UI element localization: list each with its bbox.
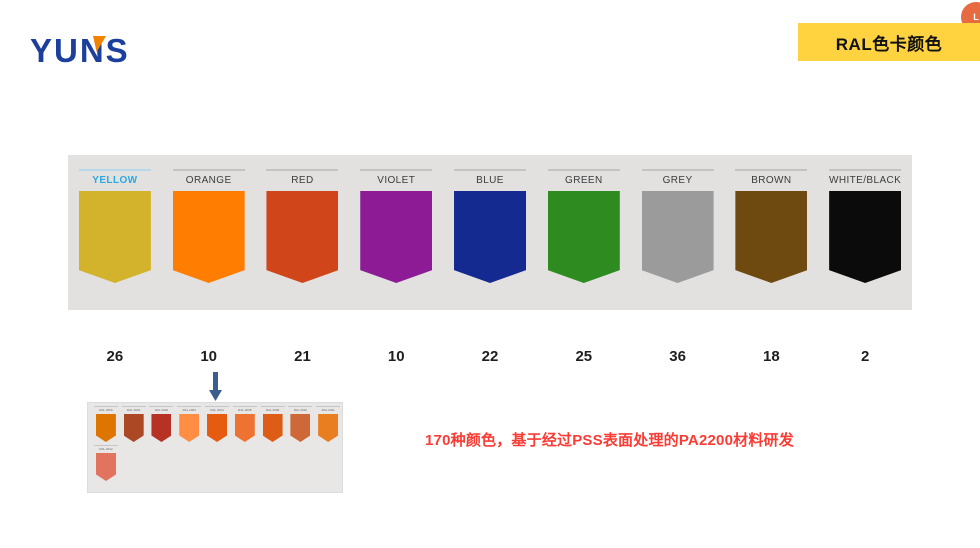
- tab-indicator: [172, 169, 245, 171]
- swatch-orange[interactable]: [172, 191, 245, 283]
- mini-swatch-label: RAL 2010: [288, 406, 313, 412]
- count-blue: 22: [481, 348, 499, 365]
- mini-swatch-label: RAL 2004: [205, 406, 230, 412]
- note-text: 170种颜色，基于经过PSS表面处理的PA2200材料研发: [425, 432, 794, 449]
- title-banner: RAL色卡颜色: [798, 23, 980, 61]
- mini-swatch: RAL 2011: [314, 406, 342, 442]
- tab-label: RED: [291, 175, 314, 186]
- swatch-green[interactable]: [547, 191, 620, 283]
- count-violet: 10: [387, 348, 405, 365]
- mini-swatch-color: [207, 414, 228, 442]
- tab-indicator: [454, 169, 527, 171]
- color-counts-row: 26 10 21 10 22 25 36 18 2: [68, 348, 912, 365]
- tab-violet[interactable]: VIOLET: [349, 155, 443, 310]
- mini-swatch-label: RAL 2000: [93, 406, 118, 412]
- swatch-blue[interactable]: [454, 191, 527, 283]
- count-brown: 18: [763, 348, 780, 365]
- tab-indicator: [829, 169, 902, 171]
- count-red: 21: [294, 348, 311, 365]
- tab-indicator: [641, 169, 714, 171]
- tab-label: WHITE/BLACK: [829, 175, 902, 186]
- tab-label: GREEN: [565, 175, 603, 186]
- down-arrow-stem: [213, 372, 218, 390]
- tab-grey[interactable]: GREY: [631, 155, 725, 310]
- swatch-white-black[interactable]: [829, 191, 902, 283]
- mini-swatch-label: RAL 2009: [260, 406, 285, 412]
- mini-swatch: RAL 2003: [175, 406, 203, 442]
- count-white-black: 2: [860, 348, 870, 365]
- tab-label: ORANGE: [185, 175, 232, 186]
- tab-indicator: [547, 169, 620, 171]
- count-green: 25: [575, 348, 593, 365]
- tab-label: YELLOW: [92, 175, 138, 186]
- tab-label: VIOLET: [377, 175, 416, 186]
- tab-label: BROWN: [751, 175, 792, 186]
- tab-blue[interactable]: BLUE: [443, 155, 537, 310]
- mini-swatch-color: [151, 414, 172, 442]
- tab-indicator: [735, 169, 808, 171]
- tab-yellow[interactable]: YELLOW: [68, 155, 162, 310]
- swatch-brown[interactable]: [735, 191, 808, 283]
- down-arrow-head: [209, 390, 222, 401]
- mini-swatch-label: RAL 2003: [177, 406, 202, 412]
- mini-swatch-color: [123, 414, 144, 442]
- page-title: RAL色卡颜色: [835, 34, 943, 54]
- tab-green[interactable]: GREEN: [537, 155, 631, 310]
- mini-swatch: RAL 2004: [203, 406, 231, 442]
- mini-swatch-color: [318, 414, 339, 442]
- mini-swatch-color: [179, 414, 200, 442]
- yuns-logo: YUNS: [30, 34, 140, 70]
- down-arrow-icon: [206, 372, 224, 401]
- tab-indicator: [360, 169, 433, 171]
- count-orange: 10: [200, 348, 218, 365]
- swatch-yellow[interactable]: [78, 191, 151, 283]
- mini-swatch-color: [96, 453, 116, 481]
- mini-swatch-label: RAL 2012: [94, 445, 118, 451]
- mini-swatch-label: RAL 2008: [232, 406, 257, 412]
- tab-indicator: [266, 169, 339, 171]
- mini-swatch-label: RAL 2001: [121, 406, 146, 412]
- mini-swatch-label: RAL 2011: [316, 406, 341, 412]
- tab-label: BLUE: [476, 175, 504, 186]
- tab-label: GREY: [662, 175, 693, 186]
- count-yellow: 26: [106, 348, 124, 365]
- tab-orange[interactable]: ORANGE: [162, 155, 256, 310]
- tab-red[interactable]: RED: [256, 155, 350, 310]
- swatch-violet[interactable]: [360, 191, 433, 283]
- mini-swatch-row: RAL 2012: [88, 442, 342, 481]
- color-tab-band: YELLOW ORANGE RED VIOLET BLUE GREEN GREY BROWN W…: [68, 155, 912, 310]
- mini-swatch: RAL 2010: [286, 406, 314, 442]
- corner-badge-text: L: [973, 12, 979, 22]
- mini-swatch: RAL 2008: [231, 406, 259, 442]
- tab-brown[interactable]: BROWN: [724, 155, 818, 310]
- count-grey: 36: [669, 348, 686, 365]
- mini-swatch: RAL 2002: [148, 406, 176, 442]
- mini-swatch: RAL 2012: [92, 445, 120, 481]
- mini-swatch-color: [290, 414, 311, 442]
- tab-white-black[interactable]: WHITE/BLACK: [818, 155, 912, 310]
- logo-text: YUNS: [30, 32, 130, 69]
- mini-swatch-panel: RAL 2000 RAL 2001 RAL 2002 RAL 2003 RAL 2004…: [87, 402, 343, 493]
- mini-swatch: RAL 2009: [259, 406, 287, 442]
- swatch-grey[interactable]: [641, 191, 714, 283]
- tab-indicator: [78, 169, 151, 171]
- mini-swatch-color: [262, 414, 283, 442]
- mini-swatch-label: RAL 2002: [149, 406, 174, 412]
- swatch-red[interactable]: [266, 191, 339, 283]
- mini-swatch-row: RAL 2000 RAL 2001 RAL 2002 RAL 2003 RAL 2004…: [88, 403, 342, 442]
- mini-swatch-color: [234, 414, 255, 442]
- mini-swatch-color: [95, 414, 116, 442]
- mini-swatch: RAL 2001: [120, 406, 148, 442]
- mini-swatch: RAL 2000: [92, 406, 120, 442]
